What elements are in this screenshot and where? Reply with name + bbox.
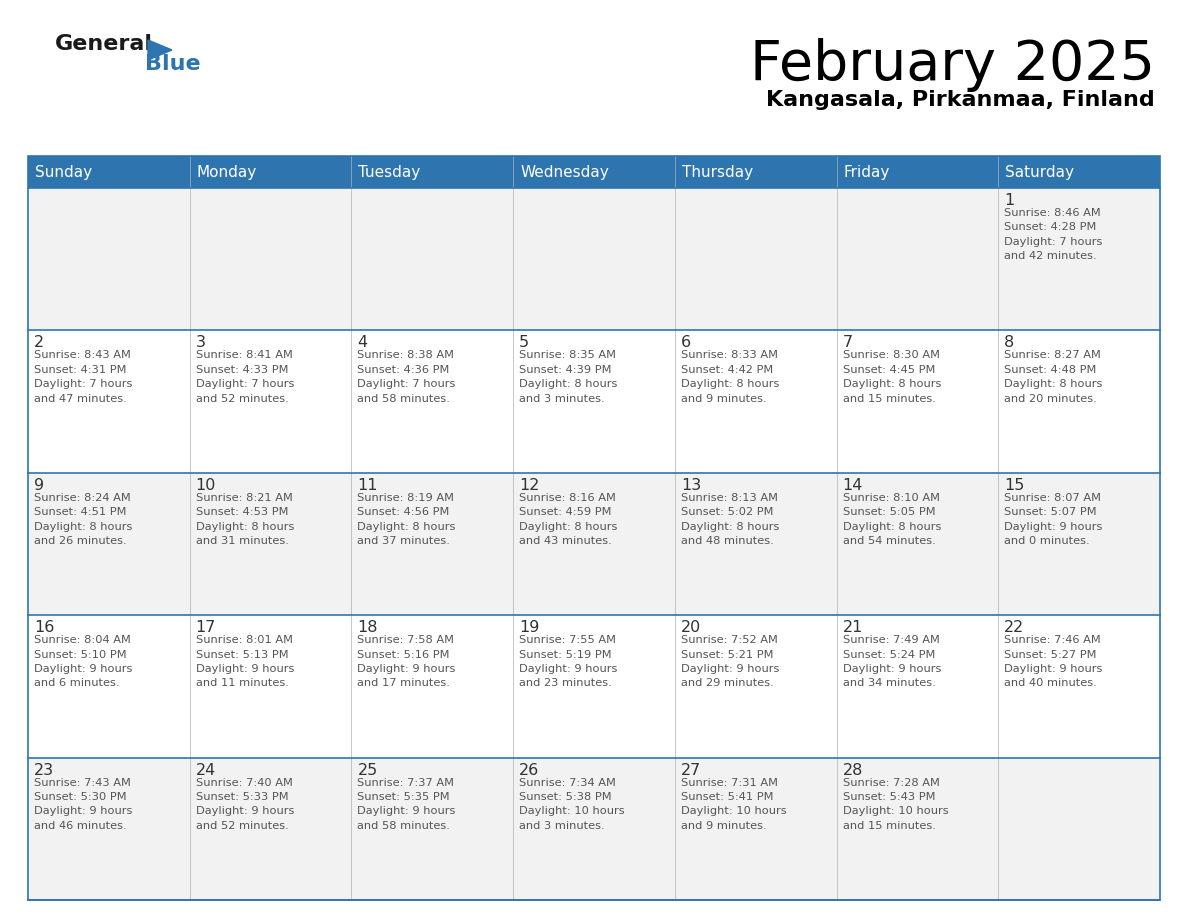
Text: Sunrise: 8:19 AM
Sunset: 4:56 PM
Daylight: 8 hours
and 37 minutes.: Sunrise: 8:19 AM Sunset: 4:56 PM Dayligh… xyxy=(358,493,456,546)
Text: 15: 15 xyxy=(1004,477,1025,493)
Bar xyxy=(513,156,675,188)
Text: 14: 14 xyxy=(842,477,862,493)
Text: Sunrise: 8:27 AM
Sunset: 4:48 PM
Daylight: 8 hours
and 20 minutes.: Sunrise: 8:27 AM Sunset: 4:48 PM Dayligh… xyxy=(1004,351,1102,404)
Bar xyxy=(29,156,1159,900)
Text: Sunrise: 8:10 AM
Sunset: 5:05 PM
Daylight: 8 hours
and 54 minutes.: Sunrise: 8:10 AM Sunset: 5:05 PM Dayligh… xyxy=(842,493,941,546)
Bar xyxy=(29,615,1159,757)
Text: Monday: Monday xyxy=(197,164,257,180)
Text: Sunrise: 8:43 AM
Sunset: 4:31 PM
Daylight: 7 hours
and 47 minutes.: Sunrise: 8:43 AM Sunset: 4:31 PM Dayligh… xyxy=(34,351,132,404)
Text: Sunrise: 7:28 AM
Sunset: 5:43 PM
Daylight: 10 hours
and 15 minutes.: Sunrise: 7:28 AM Sunset: 5:43 PM Dayligh… xyxy=(842,778,948,831)
Text: Sunrise: 7:52 AM
Sunset: 5:21 PM
Daylight: 9 hours
and 29 minutes.: Sunrise: 7:52 AM Sunset: 5:21 PM Dayligh… xyxy=(681,635,779,688)
Text: Sunrise: 8:13 AM
Sunset: 5:02 PM
Daylight: 8 hours
and 48 minutes.: Sunrise: 8:13 AM Sunset: 5:02 PM Dayligh… xyxy=(681,493,779,546)
Text: 6: 6 xyxy=(681,335,691,351)
Polygon shape xyxy=(148,40,172,60)
Text: 5: 5 xyxy=(519,335,530,351)
Text: Sunrise: 7:46 AM
Sunset: 5:27 PM
Daylight: 9 hours
and 40 minutes.: Sunrise: 7:46 AM Sunset: 5:27 PM Dayligh… xyxy=(1004,635,1102,688)
Bar xyxy=(29,473,1159,615)
Text: 21: 21 xyxy=(842,621,862,635)
Text: Sunrise: 8:30 AM
Sunset: 4:45 PM
Daylight: 8 hours
and 15 minutes.: Sunrise: 8:30 AM Sunset: 4:45 PM Dayligh… xyxy=(842,351,941,404)
Text: 2: 2 xyxy=(34,335,44,351)
Text: 10: 10 xyxy=(196,477,216,493)
Text: Sunrise: 8:46 AM
Sunset: 4:28 PM
Daylight: 7 hours
and 42 minutes.: Sunrise: 8:46 AM Sunset: 4:28 PM Dayligh… xyxy=(1004,208,1102,262)
Bar xyxy=(675,156,836,188)
Text: 7: 7 xyxy=(842,335,853,351)
Bar xyxy=(190,156,352,188)
Text: Sunrise: 8:33 AM
Sunset: 4:42 PM
Daylight: 8 hours
and 9 minutes.: Sunrise: 8:33 AM Sunset: 4:42 PM Dayligh… xyxy=(681,351,779,404)
Text: 11: 11 xyxy=(358,477,378,493)
Text: February 2025: February 2025 xyxy=(750,38,1155,92)
Text: 16: 16 xyxy=(34,621,55,635)
Text: Sunrise: 8:04 AM
Sunset: 5:10 PM
Daylight: 9 hours
and 6 minutes.: Sunrise: 8:04 AM Sunset: 5:10 PM Dayligh… xyxy=(34,635,132,688)
Text: Sunrise: 7:49 AM
Sunset: 5:24 PM
Daylight: 9 hours
and 34 minutes.: Sunrise: 7:49 AM Sunset: 5:24 PM Dayligh… xyxy=(842,635,941,688)
Text: Sunday: Sunday xyxy=(34,164,93,180)
Text: 1: 1 xyxy=(1004,193,1015,208)
Text: 4: 4 xyxy=(358,335,367,351)
Text: Sunrise: 7:37 AM
Sunset: 5:35 PM
Daylight: 9 hours
and 58 minutes.: Sunrise: 7:37 AM Sunset: 5:35 PM Dayligh… xyxy=(358,778,456,831)
Bar xyxy=(29,330,1159,473)
Text: 28: 28 xyxy=(842,763,862,778)
Text: Blue: Blue xyxy=(145,54,201,74)
Text: Thursday: Thursday xyxy=(682,164,753,180)
Text: Sunrise: 7:31 AM
Sunset: 5:41 PM
Daylight: 10 hours
and 9 minutes.: Sunrise: 7:31 AM Sunset: 5:41 PM Dayligh… xyxy=(681,778,786,831)
Bar xyxy=(836,156,998,188)
Text: Sunrise: 8:07 AM
Sunset: 5:07 PM
Daylight: 9 hours
and 0 minutes.: Sunrise: 8:07 AM Sunset: 5:07 PM Dayligh… xyxy=(1004,493,1102,546)
Text: 24: 24 xyxy=(196,763,216,778)
Bar xyxy=(29,188,1159,330)
Bar xyxy=(998,156,1159,188)
Text: Sunrise: 7:43 AM
Sunset: 5:30 PM
Daylight: 9 hours
and 46 minutes.: Sunrise: 7:43 AM Sunset: 5:30 PM Dayligh… xyxy=(34,778,132,831)
Text: Sunrise: 8:24 AM
Sunset: 4:51 PM
Daylight: 8 hours
and 26 minutes.: Sunrise: 8:24 AM Sunset: 4:51 PM Dayligh… xyxy=(34,493,132,546)
Text: 13: 13 xyxy=(681,477,701,493)
Text: 26: 26 xyxy=(519,763,539,778)
Text: Saturday: Saturday xyxy=(1005,164,1074,180)
Text: 8: 8 xyxy=(1004,335,1015,351)
Text: 25: 25 xyxy=(358,763,378,778)
Text: 19: 19 xyxy=(519,621,539,635)
Text: Sunrise: 7:58 AM
Sunset: 5:16 PM
Daylight: 9 hours
and 17 minutes.: Sunrise: 7:58 AM Sunset: 5:16 PM Dayligh… xyxy=(358,635,456,688)
Text: Sunrise: 8:41 AM
Sunset: 4:33 PM
Daylight: 7 hours
and 52 minutes.: Sunrise: 8:41 AM Sunset: 4:33 PM Dayligh… xyxy=(196,351,295,404)
Text: Sunrise: 8:16 AM
Sunset: 4:59 PM
Daylight: 8 hours
and 43 minutes.: Sunrise: 8:16 AM Sunset: 4:59 PM Dayligh… xyxy=(519,493,618,546)
Text: Sunrise: 8:01 AM
Sunset: 5:13 PM
Daylight: 9 hours
and 11 minutes.: Sunrise: 8:01 AM Sunset: 5:13 PM Dayligh… xyxy=(196,635,295,688)
Text: Sunrise: 7:40 AM
Sunset: 5:33 PM
Daylight: 9 hours
and 52 minutes.: Sunrise: 7:40 AM Sunset: 5:33 PM Dayligh… xyxy=(196,778,295,831)
Text: Kangasala, Pirkanmaa, Finland: Kangasala, Pirkanmaa, Finland xyxy=(766,90,1155,110)
Text: Tuesday: Tuesday xyxy=(359,164,421,180)
Text: Sunrise: 7:55 AM
Sunset: 5:19 PM
Daylight: 9 hours
and 23 minutes.: Sunrise: 7:55 AM Sunset: 5:19 PM Dayligh… xyxy=(519,635,618,688)
Bar xyxy=(352,156,513,188)
Text: 22: 22 xyxy=(1004,621,1024,635)
Text: 27: 27 xyxy=(681,763,701,778)
Text: Wednesday: Wednesday xyxy=(520,164,609,180)
Text: 18: 18 xyxy=(358,621,378,635)
Text: Friday: Friday xyxy=(843,164,890,180)
Text: 17: 17 xyxy=(196,621,216,635)
Text: 12: 12 xyxy=(519,477,539,493)
Bar xyxy=(29,757,1159,900)
Text: 3: 3 xyxy=(196,335,206,351)
Text: Sunrise: 8:21 AM
Sunset: 4:53 PM
Daylight: 8 hours
and 31 minutes.: Sunrise: 8:21 AM Sunset: 4:53 PM Dayligh… xyxy=(196,493,295,546)
Text: Sunrise: 8:35 AM
Sunset: 4:39 PM
Daylight: 8 hours
and 3 minutes.: Sunrise: 8:35 AM Sunset: 4:39 PM Dayligh… xyxy=(519,351,618,404)
Text: Sunrise: 7:34 AM
Sunset: 5:38 PM
Daylight: 10 hours
and 3 minutes.: Sunrise: 7:34 AM Sunset: 5:38 PM Dayligh… xyxy=(519,778,625,831)
Text: General: General xyxy=(55,34,153,54)
Text: 23: 23 xyxy=(34,763,55,778)
Text: Sunrise: 8:38 AM
Sunset: 4:36 PM
Daylight: 7 hours
and 58 minutes.: Sunrise: 8:38 AM Sunset: 4:36 PM Dayligh… xyxy=(358,351,456,404)
Text: 20: 20 xyxy=(681,621,701,635)
Bar xyxy=(29,156,190,188)
Text: 9: 9 xyxy=(34,477,44,493)
